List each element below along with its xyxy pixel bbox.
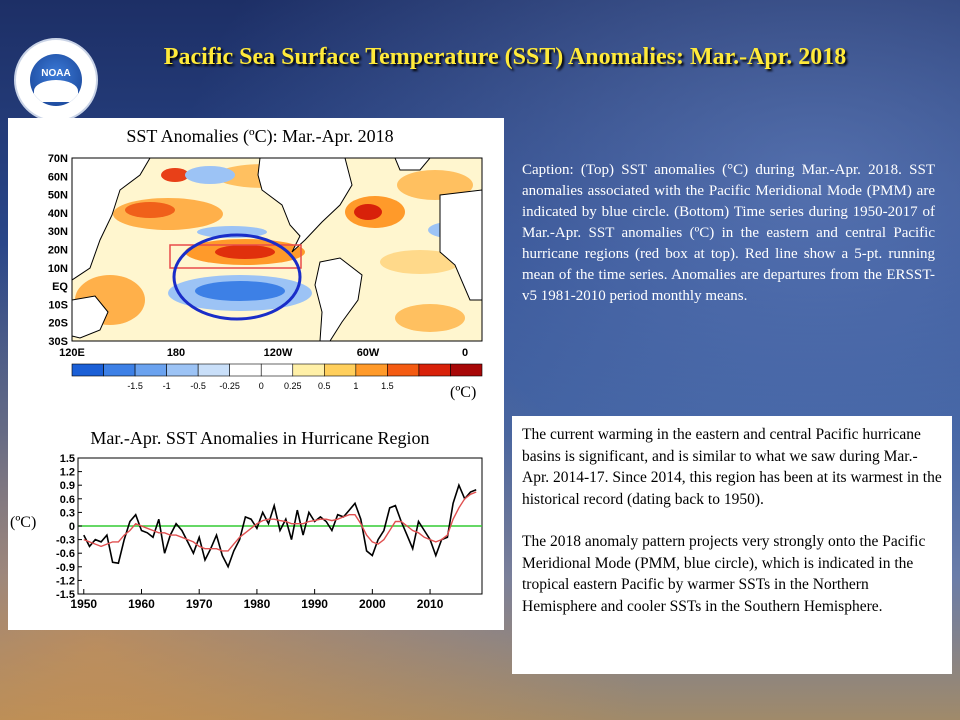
figure-caption: Caption: (Top) SST anomalies (°C) during…	[522, 162, 935, 304]
map-title: SST Anomalies (ºC): Mar.-Apr. 2018	[126, 126, 394, 146]
chart-y-unit-label: (ºC)	[10, 514, 37, 531]
warm-anomaly-south-atlantic	[395, 304, 465, 332]
north-america-landmass	[257, 158, 353, 253]
discussion-paragraph-2: The 2018 anomaly pattern projects very s…	[522, 533, 926, 615]
discussion-paragraph-1: The current warming in the eastern and c…	[522, 426, 942, 508]
y-tick-label: 0.9	[60, 480, 75, 492]
y-tick-label: 1.5	[60, 453, 75, 465]
map-lon-label: 60W	[357, 347, 380, 359]
y-tick-label: -0.6	[56, 548, 75, 560]
y-tick-label: -0.3	[56, 535, 75, 547]
colorbar-tick-label: -0.25	[219, 381, 240, 391]
noaa-logo-text: NOAA	[41, 68, 71, 79]
colorbar-tick-label: -0.5	[190, 381, 206, 391]
colorbar-tick-label: -1.5	[127, 381, 143, 391]
cool-anomaly-aleutian	[185, 166, 235, 184]
map-lat-label: 70N	[48, 153, 68, 165]
y-tick-label: -0.9	[56, 562, 75, 574]
colorbar-tick-label: 1.5	[381, 381, 394, 391]
y-tick-label: 0.3	[60, 507, 75, 519]
colorbar-tick-label: 0.5	[318, 381, 331, 391]
x-tick-label: 2010	[417, 597, 444, 611]
x-tick-label: 1950	[70, 597, 97, 611]
y-tick-label: -1.5	[56, 589, 75, 601]
x-tick-label: 1970	[186, 597, 213, 611]
colorbar: -1.5 -1 -0.5 -0.25 0 0.25 0.5 1 1.5	[71, 363, 483, 391]
chart-title: Mar.-Apr. SST Anomalies in Hurricane Reg…	[90, 428, 430, 448]
colorbar-tick-label: 1	[353, 381, 358, 391]
map-lat-label: 30S	[48, 336, 68, 348]
y-tick-label: -1.2	[56, 575, 75, 587]
y-tick-label: 1.2	[60, 467, 75, 479]
map-lat-label: 60N	[48, 171, 68, 183]
map-unit-label: (ºC)	[450, 384, 477, 401]
colorbar-tick-label: 0.25	[284, 381, 302, 391]
cool-anomaly-equatorial-core	[195, 281, 285, 301]
warm-anomaly-north-atlantic	[397, 170, 473, 200]
map-lat-label: 10S	[48, 299, 68, 311]
time-series-lines	[83, 482, 477, 569]
y-tick-label: 0.6	[60, 494, 75, 506]
greenland-landmass	[394, 158, 431, 171]
map-lat-label: 50N	[48, 190, 68, 202]
map-lat-label: 30N	[48, 226, 68, 238]
slide-title: Pacific Sea Surface Temperature (SST) An…	[163, 44, 847, 70]
map-lat-label: 20N	[48, 245, 68, 257]
discussion-box: The current warming in the eastern and c…	[512, 416, 952, 674]
y-tick-label: 0	[69, 521, 75, 533]
map-lon-label: 120E	[59, 347, 85, 359]
noaa-logo-emblem: NOAA	[30, 54, 82, 106]
x-tick-label: 2000	[359, 597, 386, 611]
warm-anomaly-core	[215, 245, 275, 259]
time-series-axes: -1.5 -1.2-0.9 -0.6-0.3 0 0.30.6 0.91.2 1.5 1950…	[56, 453, 483, 611]
map-lat-label: 10N	[48, 263, 68, 275]
x-tick-label: 1960	[128, 597, 155, 611]
map-lat-label: EQ	[52, 281, 68, 293]
asia-landmass	[72, 158, 151, 281]
x-tick-label: 1980	[244, 597, 271, 611]
australia-landmass	[72, 295, 109, 339]
warm-anomaly-atlantic-core	[354, 204, 382, 220]
annual-anomaly-line	[83, 482, 477, 569]
map-lon-label: 120W	[264, 347, 293, 359]
noaa-bird-icon	[34, 80, 78, 102]
map-lon-label: 180	[167, 347, 185, 359]
running-mean-line	[83, 491, 477, 552]
colorbar-tick-label: 0	[259, 381, 264, 391]
warm-anomaly-tropical-atlantic	[380, 250, 460, 274]
colorbar-tick-label: -1	[163, 381, 171, 391]
noaa-logo-icon: NOAA	[14, 38, 98, 122]
warm-anomaly-bering	[161, 168, 189, 182]
map-lat-label: 20S	[48, 318, 68, 330]
map-lon-label: 0	[462, 347, 468, 359]
map-frame	[71, 157, 483, 342]
africa-europe-landmass	[439, 189, 482, 301]
south-america-landmass	[314, 257, 363, 341]
pmm-circle	[172, 233, 302, 321]
warm-anomaly-kuroshio	[125, 202, 175, 218]
x-tick-label: 1990	[301, 597, 328, 611]
hurricane-region-box	[169, 244, 302, 269]
latitude-labels: 70N 60N 50N 40N 30N 20N 10N EQ 10S 20S 30S	[48, 153, 69, 348]
map-lat-label: 40N	[48, 208, 68, 220]
longitude-labels: 120E 180 120W 60W 0	[59, 347, 468, 359]
colorbar-swatch	[450, 363, 483, 377]
